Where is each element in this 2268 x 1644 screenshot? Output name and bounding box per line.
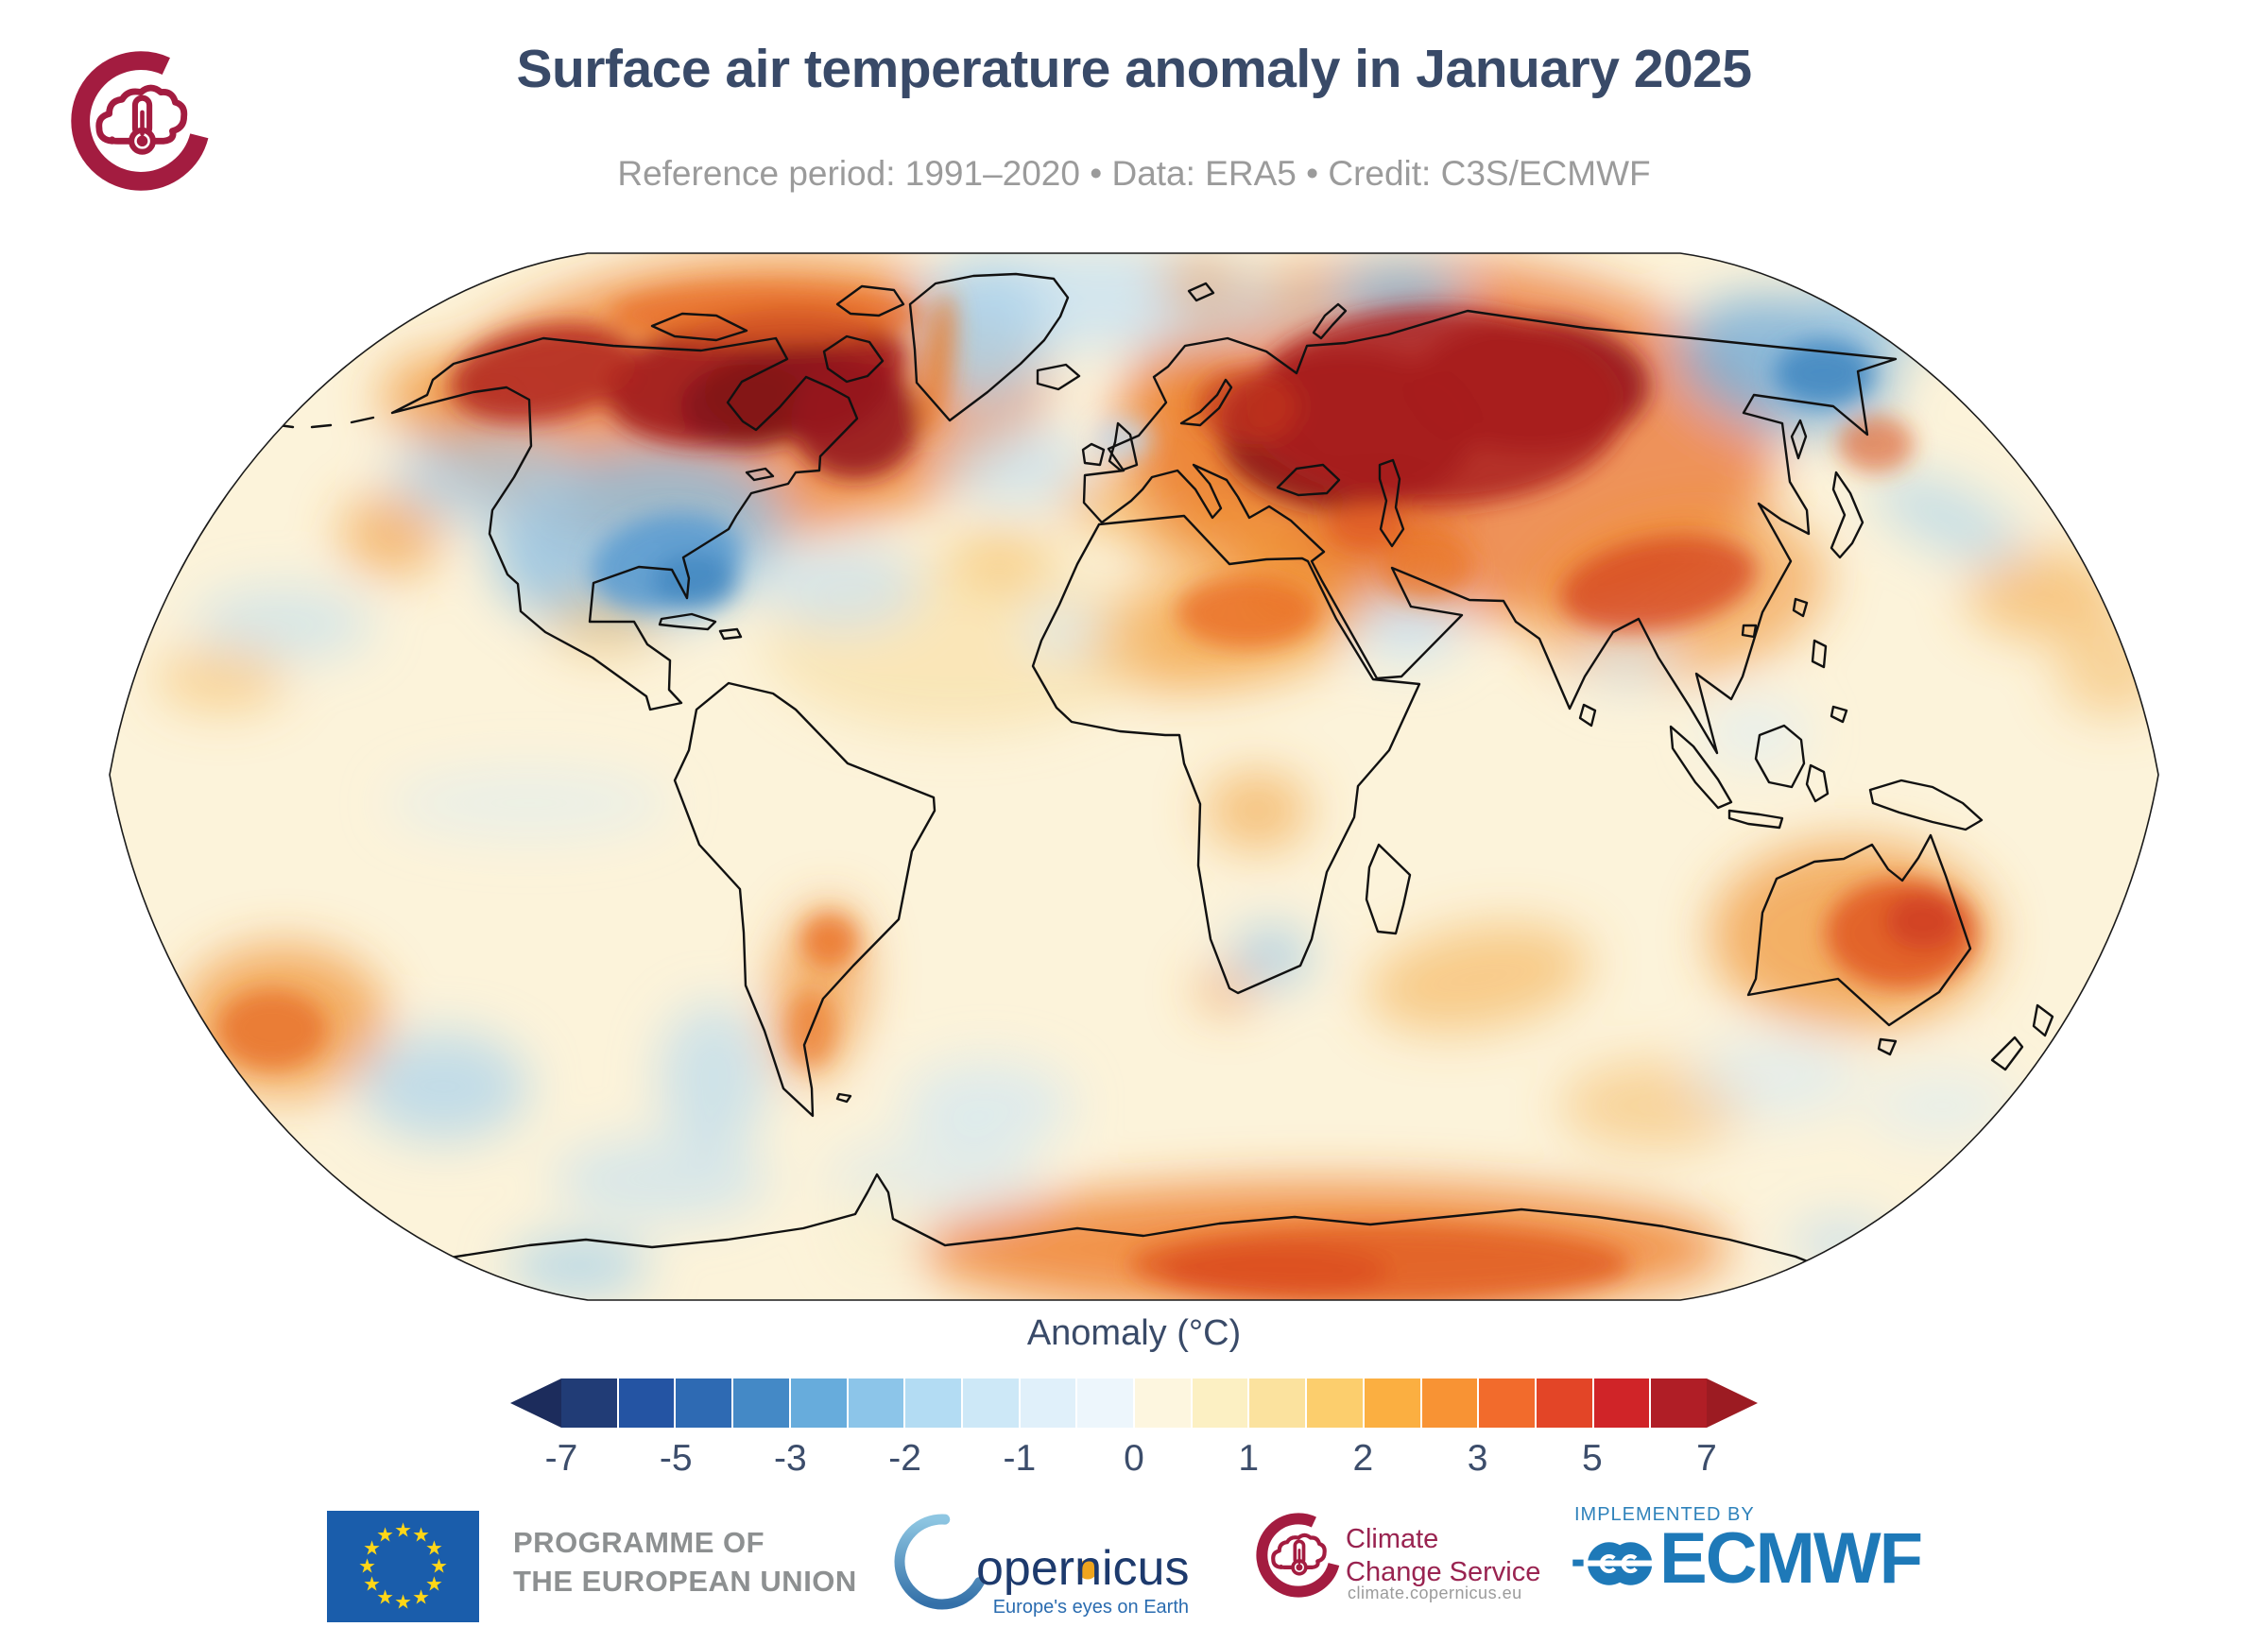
eu-star-icon: ★ bbox=[424, 1537, 443, 1560]
colorbar-segment-18 bbox=[1593, 1379, 1650, 1428]
c3s-line1: Climate bbox=[1346, 1524, 1439, 1554]
colorbar-tick--2: -2 bbox=[888, 1438, 921, 1479]
colorbar-segment-17 bbox=[1536, 1379, 1592, 1428]
colorbar-tick-3: 3 bbox=[1467, 1438, 1488, 1479]
eu-star-icon: ★ bbox=[430, 1555, 448, 1578]
colorbar-tick--1: -1 bbox=[1003, 1438, 1037, 1479]
colorbar-segment-5 bbox=[848, 1379, 904, 1428]
copernicus-wordmark: opernicus bbox=[976, 1541, 1189, 1596]
eu-star-icon: ★ bbox=[394, 1591, 412, 1614]
eu-programme-line1: PROGRAMME OF bbox=[513, 1526, 765, 1559]
eu-star-icon: ★ bbox=[363, 1537, 381, 1560]
coastlines bbox=[277, 272, 2054, 1276]
copernicus-tagline: Europe's eyes on Earth bbox=[993, 1597, 1189, 1618]
colorbar-right-arrow bbox=[1707, 1379, 1758, 1428]
page-subtitle: Reference period: 1991–2020 • Data: ERA5… bbox=[617, 154, 1651, 193]
colorbar-segment-19 bbox=[1651, 1379, 1708, 1428]
colorbar-segment-0 bbox=[561, 1379, 617, 1428]
page-title: Surface air temperature anomaly in Janua… bbox=[516, 39, 1752, 99]
eu-star-icon: ★ bbox=[358, 1555, 376, 1578]
copernicus-sun-icon bbox=[1077, 1559, 1098, 1580]
colorbar-tick-0: 0 bbox=[1124, 1438, 1144, 1479]
eu-star-icon: ★ bbox=[376, 1586, 394, 1609]
anomaly-field bbox=[110, 253, 2158, 1300]
map-outline bbox=[109, 252, 2159, 1301]
colorbar-segment-1 bbox=[618, 1379, 675, 1428]
colorbar-segment-15 bbox=[1421, 1379, 1478, 1428]
colorbar-segment-7 bbox=[962, 1379, 1019, 1428]
colorbar-segments bbox=[561, 1379, 1708, 1428]
c3s-service-label: Climate Change Service bbox=[1346, 1523, 1540, 1589]
colorbar-segment-6 bbox=[905, 1379, 961, 1428]
ecmwf-wordmark: ECMWF bbox=[1659, 1518, 1923, 1599]
colorbar-segment-9 bbox=[1077, 1379, 1134, 1428]
colorbar-left-arrow bbox=[510, 1379, 561, 1428]
colorbar-segment-14 bbox=[1364, 1379, 1420, 1428]
colorbar-tick-7: 7 bbox=[1696, 1438, 1717, 1479]
colorbar-tick-2: 2 bbox=[1352, 1438, 1374, 1479]
colorbar-segment-4 bbox=[790, 1379, 847, 1428]
eu-flag: ★ ★ ★ ★ ★ ★ ★ ★ ★ ★ ★ ★ bbox=[327, 1511, 479, 1622]
copernicus-swoosh bbox=[894, 1514, 990, 1610]
colorbar-segment-12 bbox=[1249, 1379, 1306, 1428]
colorbar-tick--3: -3 bbox=[774, 1438, 807, 1479]
colorbar-ticks: -7 -5 -3 -2 -1 0 1 2 3 5 7 bbox=[545, 1438, 1717, 1483]
c3s-footer-icon bbox=[1255, 1502, 1342, 1608]
colorbar-tick--5: -5 bbox=[659, 1438, 693, 1479]
eu-programme-label: PROGRAMME OF THE EUROPEAN UNION bbox=[513, 1523, 857, 1601]
colorbar-segment-2 bbox=[676, 1379, 732, 1428]
eu-star-icon: ★ bbox=[424, 1573, 443, 1596]
colorbar-segment-8 bbox=[1020, 1379, 1076, 1428]
colorbar-segment-11 bbox=[1192, 1379, 1248, 1428]
colorbar-title: Anomaly (°C) bbox=[1026, 1313, 1242, 1353]
eu-star-icon: ★ bbox=[376, 1524, 394, 1547]
colorbar-tick-1: 1 bbox=[1238, 1438, 1260, 1479]
ecmwf-mark-icon bbox=[1572, 1542, 1656, 1585]
colorbar-segment-3 bbox=[733, 1379, 789, 1428]
eu-star-icon: ★ bbox=[412, 1524, 430, 1547]
eu-programme-line2: THE EUROPEAN UNION bbox=[513, 1565, 857, 1598]
colorbar-segment-10 bbox=[1135, 1379, 1191, 1428]
c3s-line2: Change Service bbox=[1346, 1557, 1541, 1587]
c3s-url: climate.copernicus.eu bbox=[1348, 1584, 1522, 1602]
colorbar-segment-13 bbox=[1307, 1379, 1363, 1428]
colorbar bbox=[510, 1379, 1758, 1428]
colorbar-tick-5: 5 bbox=[1581, 1438, 1603, 1479]
colorbar-segment-16 bbox=[1479, 1379, 1535, 1428]
eu-star-icon: ★ bbox=[363, 1573, 381, 1596]
eu-star-icon: ★ bbox=[412, 1586, 430, 1609]
eu-star-icon: ★ bbox=[394, 1519, 412, 1542]
implemented-by-label: IMPLEMENTED BY bbox=[1574, 1504, 1755, 1525]
copernicus-logo: opernicus Europe's eyes on Earth bbox=[894, 1514, 1189, 1618]
colorbar-tick--7: -7 bbox=[544, 1438, 578, 1479]
